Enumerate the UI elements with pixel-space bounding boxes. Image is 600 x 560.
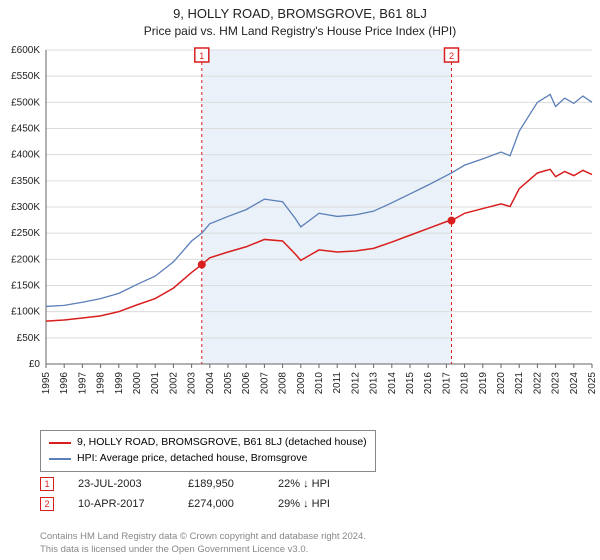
sale-row: 1 23-JUL-2003£189,95022% ↓ HPI: [40, 474, 368, 494]
legend-item: HPI: Average price, detached house, Brom…: [49, 451, 367, 467]
sales-table: 1 23-JUL-2003£189,95022% ↓ HPI 2 10-APR-201…: [40, 474, 368, 514]
svg-text:2007: 2007: [259, 372, 270, 395]
legend-label: 9, HOLLY ROAD, BROMSGROVE, B61 8LJ (deta…: [77, 435, 367, 451]
legend-swatch: [49, 442, 71, 444]
svg-text:2006: 2006: [241, 372, 252, 395]
legend-label: HPI: Average price, detached house, Brom…: [77, 451, 307, 467]
svg-text:2009: 2009: [296, 372, 307, 395]
svg-text:1999: 1999: [114, 372, 125, 395]
svg-text:1996: 1996: [59, 372, 70, 395]
svg-text:2015: 2015: [405, 372, 416, 395]
svg-text:2003: 2003: [187, 372, 198, 395]
svg-text:£150K: £150K: [11, 281, 40, 292]
svg-text:1997: 1997: [77, 372, 88, 395]
svg-text:£350K: £350K: [11, 176, 40, 187]
svg-text:£50K: £50K: [17, 333, 41, 344]
sale-price: £189,950: [188, 478, 278, 490]
svg-text:£550K: £550K: [11, 71, 40, 82]
sale-marker: 1: [40, 477, 54, 491]
svg-text:1995: 1995: [41, 372, 52, 395]
chart-subtitle: Price paid vs. HM Land Registry's House …: [0, 21, 600, 42]
legend-swatch: [49, 458, 71, 460]
svg-text:2014: 2014: [387, 372, 398, 395]
svg-text:1: 1: [199, 51, 204, 61]
svg-text:2018: 2018: [460, 372, 471, 395]
sale-row: 2 10-APR-2017£274,00029% ↓ HPI: [40, 494, 368, 514]
chart-title: 9, HOLLY ROAD, BROMSGROVE, B61 8LJ: [0, 0, 600, 21]
svg-text:2010: 2010: [314, 372, 325, 395]
svg-text:2000: 2000: [132, 372, 143, 395]
sale-marker: 2: [40, 497, 54, 511]
sale-date: 10-APR-2017: [78, 498, 188, 510]
chart-area: £0 £50K £100K £150K £200K £250K £300K £350K £400…: [0, 44, 600, 424]
sale-date: 23-JUL-2003: [78, 478, 188, 490]
svg-text:£400K: £400K: [11, 150, 40, 161]
svg-text:£250K: £250K: [11, 228, 40, 239]
svg-text:2004: 2004: [205, 372, 216, 395]
svg-text:2012: 2012: [350, 372, 361, 395]
svg-text:2025: 2025: [587, 372, 598, 395]
svg-text:1998: 1998: [96, 372, 107, 395]
footer-line2: This data is licensed under the Open Gov…: [40, 544, 366, 556]
sale-price: £274,000: [188, 498, 278, 510]
svg-text:2024: 2024: [569, 372, 580, 395]
svg-text:2016: 2016: [423, 372, 434, 395]
svg-text:£100K: £100K: [11, 307, 40, 318]
svg-text:2019: 2019: [478, 372, 489, 395]
svg-text:2021: 2021: [514, 372, 525, 395]
svg-text:2008: 2008: [278, 372, 289, 395]
svg-text:2005: 2005: [223, 372, 234, 395]
sale-diff: 22% ↓ HPI: [278, 478, 368, 490]
svg-text:£600K: £600K: [11, 45, 40, 56]
svg-text:£200K: £200K: [11, 254, 40, 265]
svg-text:£300K: £300K: [11, 202, 40, 213]
svg-text:2011: 2011: [332, 372, 343, 394]
svg-text:2020: 2020: [496, 372, 507, 395]
svg-text:2: 2: [449, 51, 454, 61]
legend-item: 9, HOLLY ROAD, BROMSGROVE, B61 8LJ (deta…: [49, 435, 367, 451]
svg-text:2017: 2017: [441, 372, 452, 395]
svg-text:£0: £0: [29, 359, 41, 370]
footer-attribution: Contains HM Land Registry data © Crown c…: [40, 531, 366, 556]
svg-text:2023: 2023: [551, 372, 562, 395]
sale-diff: 29% ↓ HPI: [278, 498, 368, 510]
svg-text:2002: 2002: [168, 372, 179, 395]
svg-text:£450K: £450K: [11, 124, 40, 135]
svg-text:£500K: £500K: [11, 97, 40, 108]
footer-line1: Contains HM Land Registry data © Crown c…: [40, 531, 366, 543]
svg-text:2001: 2001: [150, 372, 161, 395]
svg-text:2022: 2022: [532, 372, 543, 395]
legend: 9, HOLLY ROAD, BROMSGROVE, B61 8LJ (deta…: [40, 430, 376, 472]
svg-text:2013: 2013: [369, 372, 380, 395]
